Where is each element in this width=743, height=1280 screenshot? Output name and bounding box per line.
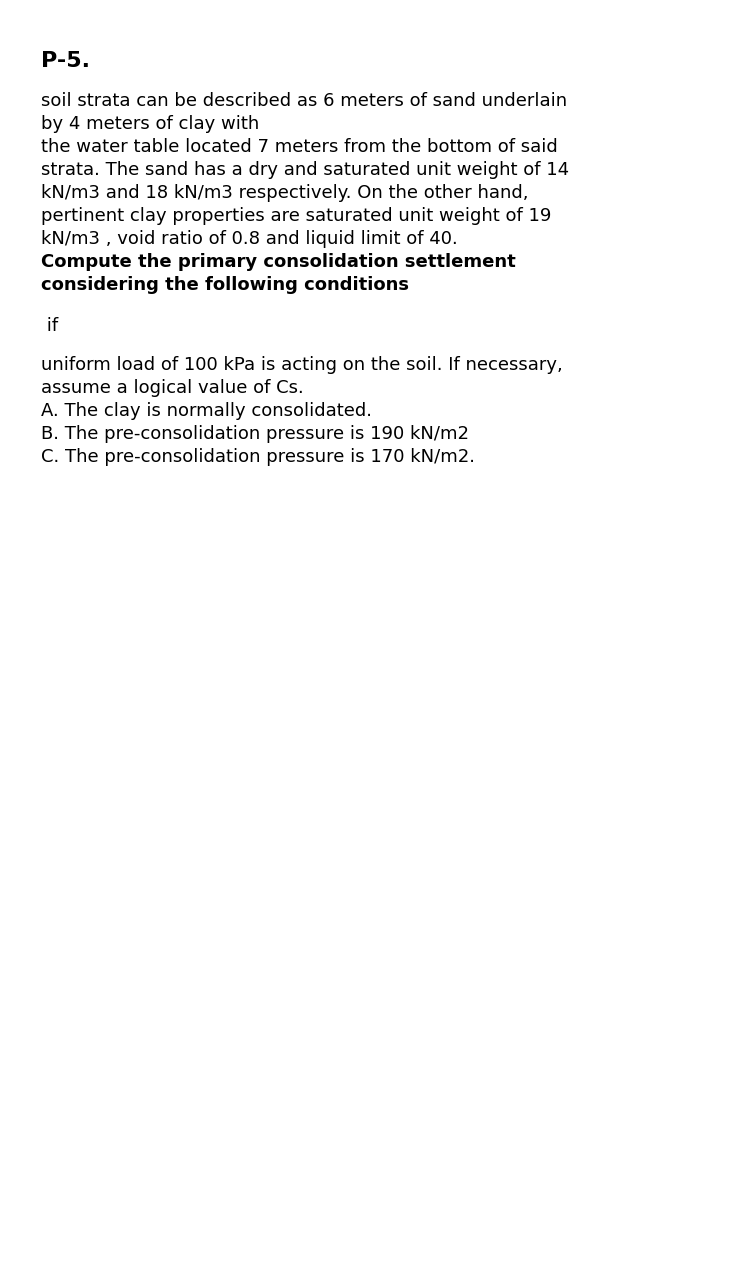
Text: by 4 meters of clay with: by 4 meters of clay with	[41, 115, 259, 133]
Text: uniform load of 100 kPa is acting on the soil. If necessary,: uniform load of 100 kPa is acting on the…	[41, 356, 562, 374]
Text: B. The pre-consolidation pressure is 190 kN/m2: B. The pre-consolidation pressure is 190…	[41, 425, 469, 443]
Text: P-5.: P-5.	[41, 51, 90, 72]
Text: kN/m3 and 18 kN/m3 respectively. On the other hand,: kN/m3 and 18 kN/m3 respectively. On the …	[41, 184, 528, 202]
Text: A. The clay is normally consolidated.: A. The clay is normally consolidated.	[41, 402, 372, 420]
Text: if: if	[41, 317, 58, 335]
Text: Compute the primary consolidation settlement: Compute the primary consolidation settle…	[41, 253, 516, 271]
Text: C. The pre-consolidation pressure is 170 kN/m2.: C. The pre-consolidation pressure is 170…	[41, 448, 475, 466]
Text: the water table located 7 meters from the bottom of said: the water table located 7 meters from th…	[41, 138, 557, 156]
Text: considering the following conditions: considering the following conditions	[41, 276, 409, 294]
Text: pertinent clay properties are saturated unit weight of 19: pertinent clay properties are saturated …	[41, 207, 551, 225]
Text: soil strata can be described as 6 meters of sand underlain: soil strata can be described as 6 meters…	[41, 92, 567, 110]
Text: strata. The sand has a dry and saturated unit weight of 14: strata. The sand has a dry and saturated…	[41, 161, 569, 179]
Text: kN/m3 , void ratio of 0.8 and liquid limit of 40.: kN/m3 , void ratio of 0.8 and liquid lim…	[41, 230, 458, 248]
Text: assume a logical value of Cs.: assume a logical value of Cs.	[41, 379, 304, 397]
